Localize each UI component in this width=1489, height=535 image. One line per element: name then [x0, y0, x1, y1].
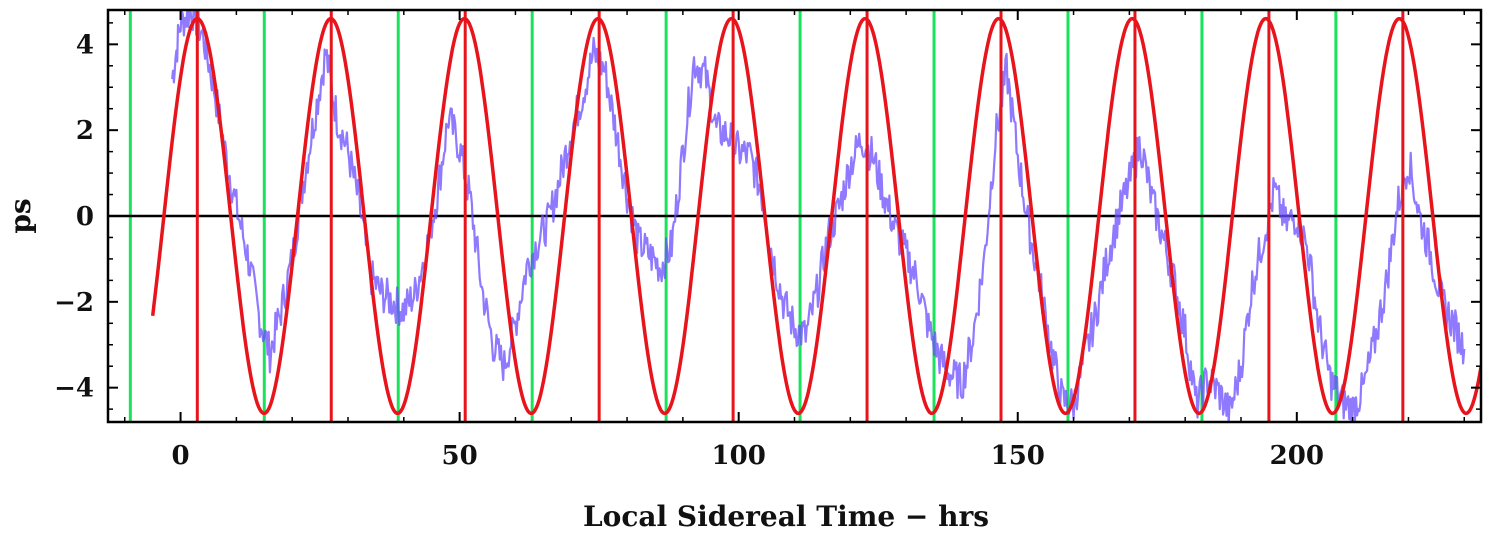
sinusoid-fit-line — [150, 16, 1481, 416]
y-tick-label: 4 — [76, 30, 94, 60]
axis-ticks: 0 50 100 150 200 −4 −2 0 2 4 — [54, 10, 1481, 471]
y-tick-label: 0 — [76, 202, 94, 232]
y-axis-title: ps — [4, 198, 37, 233]
x-tick-label: 200 — [1270, 441, 1324, 471]
x-tick-label: 0 — [172, 441, 190, 471]
x-axis-title: Local Sidereal Time − hrs — [583, 500, 989, 533]
x-tick-label: 150 — [991, 441, 1045, 471]
x-tick-label: 100 — [712, 441, 766, 471]
measured-series-line — [171, 10, 1466, 422]
plot-area — [108, 10, 1481, 422]
y-tick-label: 2 — [76, 116, 94, 146]
y-tick-label: −4 — [54, 374, 94, 404]
x-tick-label: 50 — [442, 441, 478, 471]
y-tick-label: −2 — [54, 288, 94, 318]
